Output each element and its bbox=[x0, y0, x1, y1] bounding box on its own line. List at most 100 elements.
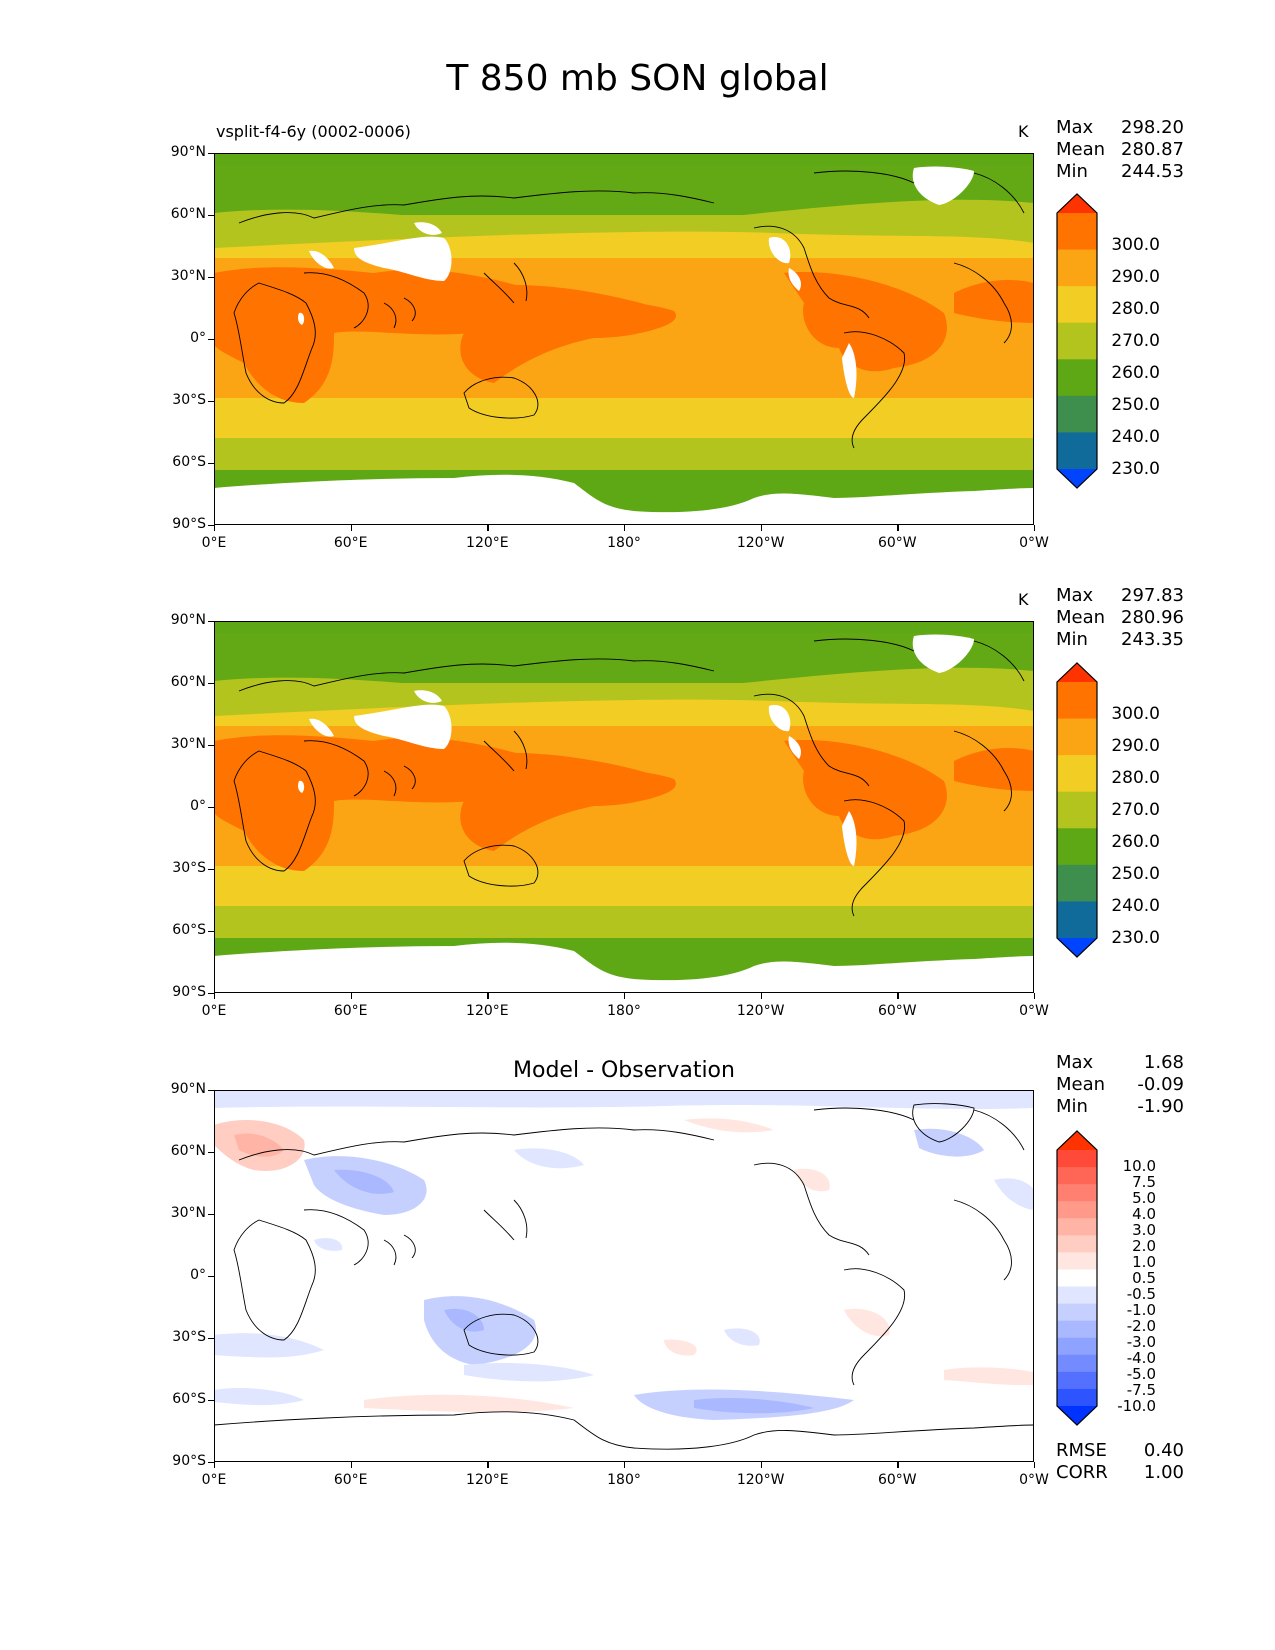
x-tick-mark bbox=[487, 525, 489, 531]
panel-3-stats: Max 1.68 Mean -0.09 Min -1.90 bbox=[1056, 1052, 1184, 1118]
colorbar-tick-label: 290.0 bbox=[1111, 266, 1160, 287]
y-tick-mark bbox=[208, 1338, 214, 1340]
y-tick-mark bbox=[208, 1400, 214, 1402]
stat-mean: Mean -0.09 bbox=[1056, 1074, 1184, 1096]
colorbar-tick-label: -1.0 bbox=[1126, 1300, 1156, 1319]
panel-3-map-svg bbox=[214, 1090, 1034, 1462]
x-tick-label: 120°E bbox=[466, 1472, 509, 1488]
colorbar-top-extend bbox=[1057, 194, 1097, 213]
colorbar-segment bbox=[1057, 718, 1097, 756]
rmse-row: RMSE 0.40 bbox=[1056, 1440, 1184, 1462]
colorbar-segment bbox=[1057, 864, 1097, 902]
stat-label: Min bbox=[1056, 629, 1088, 650]
colorbar-segment bbox=[1057, 1354, 1097, 1373]
y-tick-label: 90°N bbox=[170, 144, 206, 160]
x-tick-label: 0°E bbox=[201, 1472, 227, 1488]
x-tick-label: 0°E bbox=[201, 535, 227, 551]
y-tick-label: 30°S bbox=[172, 860, 206, 876]
y-tick-mark bbox=[208, 525, 214, 527]
x-tick-label: 60°W bbox=[877, 1472, 917, 1488]
colorbar-tick-label: 1.0 bbox=[1132, 1252, 1156, 1271]
colorbar-segment bbox=[1057, 1371, 1097, 1390]
y-tick-mark bbox=[208, 869, 214, 871]
y-tick-mark bbox=[208, 1276, 214, 1278]
y-tick-label: 30°N bbox=[170, 736, 206, 752]
stat-label: Max bbox=[1056, 585, 1094, 606]
colorbar-segment bbox=[1057, 1320, 1097, 1339]
x-tick-mark bbox=[760, 993, 762, 999]
colorbar-tick-label: 230.0 bbox=[1111, 927, 1160, 948]
stat-value: 297.83 bbox=[1121, 585, 1184, 606]
y-tick-label: 0° bbox=[190, 798, 206, 814]
figure-title: T 850 mb SON global bbox=[446, 58, 829, 99]
colorbar-segment bbox=[1057, 1235, 1097, 1253]
colorbar-tick-label: 300.0 bbox=[1111, 703, 1160, 724]
x-tick-mark bbox=[214, 993, 216, 999]
x-tick-label: 60°E bbox=[333, 1472, 368, 1488]
panel-1-left-title: vsplit-f4-6y (0002-0006) bbox=[216, 122, 411, 141]
colorbar-outline bbox=[1056, 662, 1098, 958]
rmse-label: RMSE bbox=[1056, 1440, 1107, 1461]
stat-value: 298.20 bbox=[1121, 117, 1184, 138]
y-tick-label: 30°S bbox=[172, 1329, 206, 1345]
y-tick-label: 0° bbox=[190, 330, 206, 346]
colorbar-segment bbox=[1057, 1269, 1097, 1288]
y-tick-mark bbox=[208, 807, 214, 809]
colorbar-bottom-extend bbox=[1057, 1406, 1097, 1425]
x-tick-mark bbox=[350, 1462, 352, 1468]
colorbar-tick-label: 4.0 bbox=[1132, 1204, 1156, 1223]
y-tick-mark bbox=[208, 1152, 214, 1154]
colorbar-tick-label: 260.0 bbox=[1111, 362, 1160, 383]
colorbar-segment bbox=[1057, 1388, 1097, 1407]
x-tick-mark bbox=[1034, 525, 1036, 531]
colorbar-segment bbox=[1057, 1150, 1097, 1168]
stat-value: -0.09 bbox=[1137, 1074, 1184, 1095]
panel-3-map bbox=[214, 1090, 1034, 1462]
colorbar-top-extend bbox=[1057, 663, 1097, 682]
stat-value: 243.35 bbox=[1121, 629, 1184, 650]
stat-label: Mean bbox=[1056, 139, 1106, 160]
stat-value: 280.87 bbox=[1121, 139, 1184, 160]
colorbar-segment bbox=[1057, 1184, 1097, 1202]
y-tick-label: 0° bbox=[190, 1267, 206, 1283]
panel-3-center-title: Model - Observation bbox=[513, 1058, 735, 1083]
colorbar-outline bbox=[1056, 1130, 1098, 1426]
colorbar-tick-label: 0.5 bbox=[1132, 1268, 1156, 1287]
x-tick-label: 180° bbox=[607, 1472, 641, 1488]
x-tick-mark bbox=[897, 993, 899, 999]
y-tick-mark bbox=[208, 153, 214, 155]
panel-1-units: K bbox=[1018, 122, 1029, 141]
colorbar-outline bbox=[1056, 193, 1098, 489]
stat-mean: Mean 280.87 bbox=[1056, 139, 1184, 161]
x-tick-label: 60°E bbox=[333, 1003, 368, 1019]
colorbar-tick-label: 10.0 bbox=[1122, 1156, 1156, 1175]
stat-mean: Mean 280.96 bbox=[1056, 607, 1184, 629]
y-tick-mark bbox=[208, 1090, 214, 1092]
y-tick-mark bbox=[208, 339, 214, 341]
x-tick-mark bbox=[214, 525, 216, 531]
colorbar-segment bbox=[1057, 755, 1097, 793]
y-tick-label: 30°N bbox=[170, 1205, 206, 1221]
y-tick-label: 30°S bbox=[172, 392, 206, 408]
colorbar-tick-label: 7.5 bbox=[1132, 1172, 1156, 1191]
y-tick-mark bbox=[208, 215, 214, 217]
x-tick-mark bbox=[897, 525, 899, 531]
colorbar-tick-label: 3.0 bbox=[1132, 1220, 1156, 1239]
colorbar-tick-label: -4.0 bbox=[1126, 1348, 1156, 1367]
corr-row: CORR 1.00 bbox=[1056, 1462, 1184, 1484]
colorbar-segment bbox=[1057, 828, 1097, 866]
y-tick-label: 60°N bbox=[170, 674, 206, 690]
panel-2-colorbar bbox=[1056, 662, 1098, 958]
x-tick-mark bbox=[350, 525, 352, 531]
y-tick-mark bbox=[208, 1214, 214, 1216]
y-tick-mark bbox=[208, 277, 214, 279]
panel-3-colorbar bbox=[1056, 1130, 1098, 1426]
stat-max: Max 298.20 bbox=[1056, 117, 1184, 139]
colorbar-tick-label: -2.0 bbox=[1126, 1316, 1156, 1335]
y-tick-mark bbox=[208, 745, 214, 747]
x-tick-mark bbox=[1034, 1462, 1036, 1468]
corr-label: CORR bbox=[1056, 1462, 1108, 1483]
colorbar-tick-label: 230.0 bbox=[1111, 458, 1160, 479]
x-tick-mark bbox=[624, 993, 626, 999]
stat-max: Max 297.83 bbox=[1056, 585, 1184, 607]
